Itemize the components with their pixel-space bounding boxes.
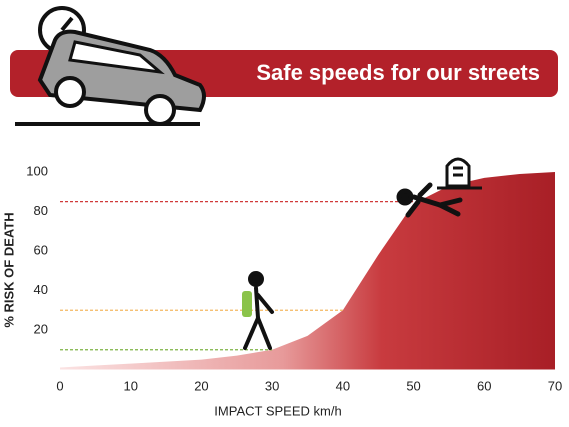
banner-title: Safe speeds for our streets (256, 60, 540, 85)
chart: Safe speeds for our streets % RISK OF DE… (0, 0, 569, 422)
y-tick-label: 80 (34, 203, 48, 218)
x-tick-label: 0 (56, 378, 63, 393)
x-tick-label: 20 (194, 378, 208, 393)
y-tick-label: 20 (34, 321, 48, 336)
y-axis-label: % RISK OF DEATH (1, 212, 16, 327)
x-tick-label: 10 (123, 378, 137, 393)
x-tick-label: 60 (477, 378, 491, 393)
page: {"chart_data":{"type":"area","title":"Sa… (0, 0, 569, 427)
y-tick-label: 60 (34, 242, 48, 257)
y-tick-label: 40 (34, 282, 48, 297)
x-axis-label: IMPACT SPEED km/h (214, 403, 341, 418)
y-tick-label: 100 (26, 163, 48, 178)
x-tick-label: 70 (548, 378, 562, 393)
x-tick-label: 50 (406, 378, 420, 393)
x-tick-label: 40 (336, 378, 350, 393)
x-tick-label: 30 (265, 378, 279, 393)
